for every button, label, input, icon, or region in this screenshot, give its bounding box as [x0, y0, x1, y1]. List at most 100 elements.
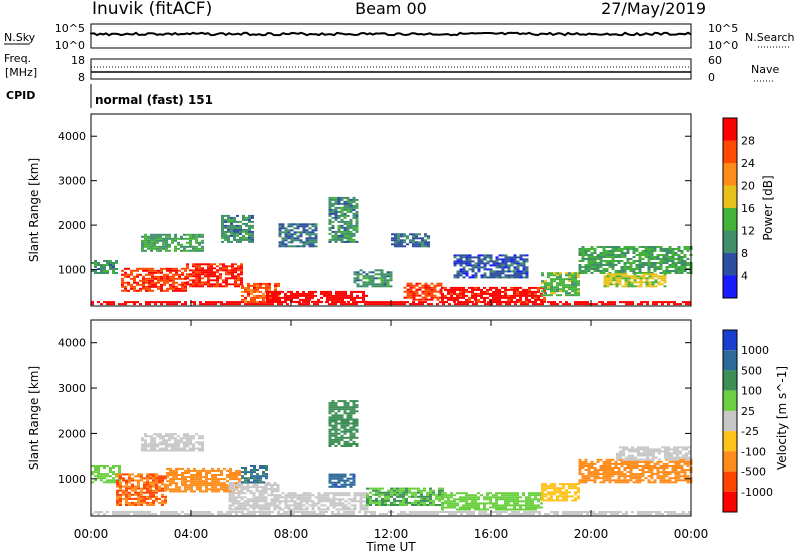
heatmap-cell [368, 283, 372, 286]
heatmap-cell [349, 473, 353, 476]
heatmap-cell [355, 303, 358, 306]
heatmap-cell [326, 498, 330, 501]
heatmap-cell [299, 498, 303, 501]
heatmap-cell [516, 294, 519, 297]
heatmap-cell [474, 294, 477, 297]
heatmap-cell [568, 294, 571, 297]
heatmap-cell [568, 288, 571, 291]
heatmap-cell [202, 469, 205, 472]
heatmap-cell [547, 272, 550, 275]
heatmap-cell [355, 430, 359, 433]
heatmap-cell [328, 406, 332, 409]
heatmap-cell [565, 493, 568, 496]
heatmap-cell [308, 492, 312, 495]
heatmap-cell [680, 270, 684, 272]
heatmap-cell [432, 491, 435, 494]
heatmap-cell [343, 226, 347, 229]
heatmap-cell [258, 490, 262, 493]
heatmap-cell [477, 266, 481, 269]
heatmap-cell [221, 220, 224, 223]
heatmap-cell [151, 267, 154, 270]
heatmap-cell [269, 290, 272, 293]
heatmap-cell [513, 262, 517, 265]
heatmap-cell [516, 300, 519, 303]
heatmap-cell [633, 285, 637, 288]
heatmap-cell [219, 269, 222, 272]
heatmap-cell [166, 467, 169, 470]
heatmap-cell [97, 511, 100, 513]
heatmap-cell [261, 486, 265, 489]
heatmap-cell [140, 493, 143, 496]
heatmap-cell [122, 493, 125, 496]
heatmap-cell [337, 436, 341, 439]
heatmap-cell [359, 508, 363, 511]
heatmap-cell [665, 254, 669, 256]
heatmap-cell [210, 265, 213, 268]
heatmap-cell [650, 250, 654, 252]
heatmap-cell [214, 303, 217, 306]
heatmap-cell [296, 225, 300, 228]
heatmap-cell [538, 511, 541, 513]
heatmap-cell [116, 493, 119, 496]
heatmap-cell [433, 288, 437, 291]
heatmap-cell [174, 237, 177, 240]
heatmap-cell [438, 493, 441, 496]
heatmap-cell [150, 239, 153, 242]
heatmap-cell [653, 266, 657, 268]
heatmap-cell [190, 469, 193, 472]
heatmap-cell [574, 497, 577, 500]
heatmap-cell [465, 270, 469, 273]
heatmap-cell [459, 496, 462, 499]
heatmap-cell [235, 476, 238, 479]
heatmap-cell [277, 511, 280, 513]
heatmap-cell [629, 248, 633, 250]
heatmap-cell [308, 494, 312, 497]
heatmap-cell [603, 285, 607, 288]
heatmap-cell [343, 234, 347, 237]
heatmap-cell [362, 496, 366, 499]
heatmap-cell [234, 269, 237, 272]
heatmap-cell [141, 235, 144, 238]
heatmap-cell [346, 206, 350, 209]
heatmap-cell [141, 439, 144, 442]
heatmap-cell [645, 273, 649, 276]
heatmap-cell [255, 506, 259, 509]
heatmap-cell [328, 226, 332, 229]
heatmap-cell [430, 513, 433, 516]
heatmap-cell [311, 300, 314, 303]
heatmap-cell [644, 256, 648, 258]
heatmap-cell [653, 246, 657, 248]
heatmap-cell [686, 262, 690, 264]
heatmap-cell [644, 246, 648, 248]
heatmap-cell [233, 218, 236, 221]
heatmap-cell [403, 235, 406, 238]
heatmap-cell [239, 228, 242, 231]
heatmap-cell [513, 494, 516, 497]
heatmap-cell [128, 497, 131, 500]
heatmap-cell [424, 294, 428, 297]
heatmap-cell [242, 222, 245, 225]
heatmap-cell [611, 262, 615, 264]
heatmap-cell [623, 254, 627, 256]
heatmap-cell [181, 476, 184, 479]
heatmap-cell [245, 224, 248, 227]
heatmap-cell [151, 285, 154, 288]
heatmap-cell [686, 250, 690, 252]
heatmap-cell [334, 445, 338, 447]
heatmap-cell [242, 238, 245, 241]
heatmap-cell [510, 494, 513, 497]
heatmap-cell [369, 497, 372, 500]
heatmap-cell [347, 300, 350, 303]
heatmap-cell [287, 496, 291, 499]
heatmap-cell [481, 513, 484, 516]
heatmap-cell [501, 294, 504, 297]
heatmap-cell [380, 285, 384, 288]
heatmap-cell [187, 513, 190, 516]
heatmap-cell [317, 300, 320, 303]
heatmap-cell [677, 258, 681, 260]
heatmap-cell [201, 267, 204, 270]
heatmap-cell [246, 500, 250, 503]
heatmap-cell [424, 241, 427, 244]
heatmap-cell [499, 303, 502, 306]
heatmap-cell [380, 277, 384, 280]
